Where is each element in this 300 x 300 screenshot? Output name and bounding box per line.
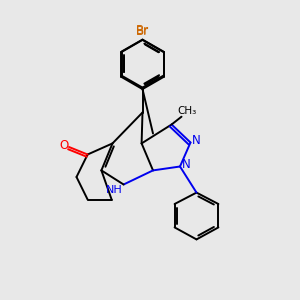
Text: N: N <box>182 158 191 172</box>
Text: CH₃: CH₃ <box>177 106 196 116</box>
Text: N: N <box>192 134 201 148</box>
Text: O: O <box>59 139 68 152</box>
Text: NH: NH <box>106 185 123 195</box>
Text: Br: Br <box>136 25 149 38</box>
Text: Br: Br <box>136 24 149 37</box>
